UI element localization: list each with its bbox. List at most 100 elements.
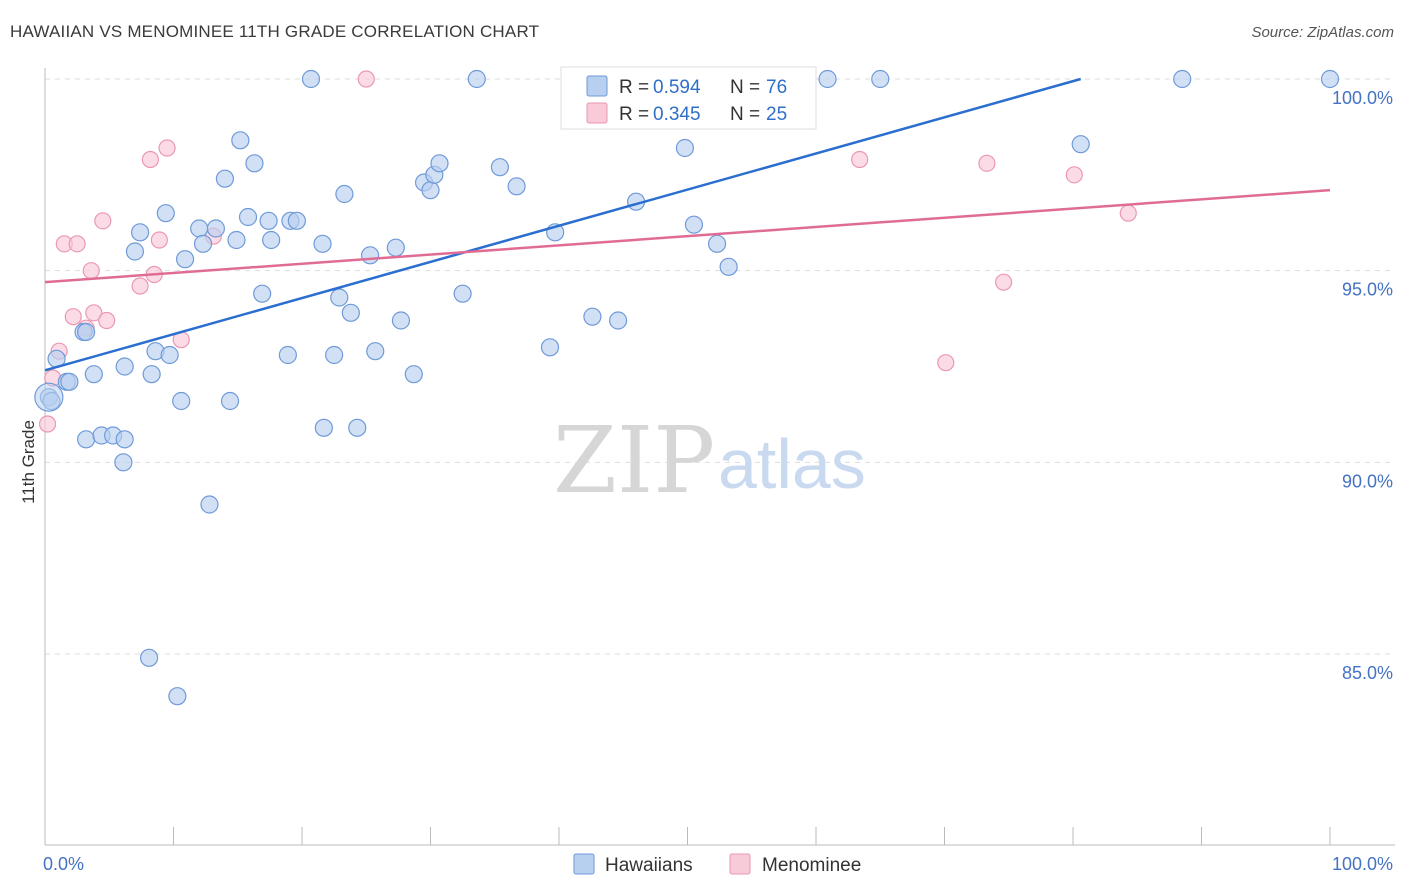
menominee-point [995,273,1013,291]
stats-r-label-hawaiians: R = [619,77,649,98]
hawaiians-point [325,345,344,365]
legend-swatch-hawaiians [573,853,595,875]
hawaiians-point [125,242,145,261]
hawaiians-point [330,288,349,307]
hawaiians-point [341,303,360,322]
hawaiians-point [391,311,411,330]
hawaiians-point [193,234,213,253]
legend-label-menominee: Menominee [762,855,861,876]
hawaiians-point [583,307,602,326]
watermark-atlas: atlas [718,425,866,503]
hawaiians-point [215,169,234,188]
hawaiians-point [386,238,405,257]
stats-n-label-hawaiians: N = [730,77,760,98]
hawaiians-point [366,342,385,361]
hawaiians-point [60,372,79,391]
legend-label-hawaiians: Hawaiians [605,855,693,876]
stats-n-value-menominee: 25 [766,104,787,125]
menominee-trend-line [44,188,1331,284]
menominee-point [1065,166,1083,184]
menominee-point [68,235,86,253]
menominee-point [131,277,149,295]
stats-r-value-menominee: 0.345 [653,104,701,125]
gridlines [45,78,1395,655]
x-tick-label-min: 0.0% [43,854,84,874]
menominee-point [38,415,57,433]
hawaiians-point [278,345,297,365]
hawaiians-point [301,69,321,89]
legend-swatch-menominee [729,853,751,875]
hawaiians-point [540,338,560,357]
hawaiians-point [139,648,159,667]
hawaiians-point [114,453,133,472]
hawaiians-point [245,154,264,173]
hawaiians-point [421,181,440,200]
menominee-point [98,311,116,330]
hawaiians-point [430,154,449,173]
y-tick-labels: 85.0% 90.0% 95.0% 100.0% [1332,88,1393,683]
hawaiians-point [156,204,175,223]
axes [44,68,1395,846]
menominee-point [94,212,112,230]
hawaiians-point [335,184,354,204]
hawaiians-point [609,311,628,330]
watermark-zip: ZIP [553,407,715,514]
hawaiians-point [1173,69,1192,89]
y-tick-label: 95.0% [1342,280,1393,300]
hawaiians-point [684,215,704,234]
stats-swatch-hawaiians [586,75,608,97]
hawaiians-point [361,246,380,265]
hawaiians-point [227,230,246,250]
hawaiians-point [231,131,250,150]
hawaiians-point [707,234,727,253]
hawaiians-point [160,345,179,365]
y-axis-title: 11th Grade [19,420,38,504]
hawaiians-point [490,158,509,177]
hawaiians-point [115,430,134,449]
menominee-point [82,262,100,280]
chart-title: HAWAIIAN VS MENOMINEE 11TH GRADE CORRELA… [10,22,540,41]
menominee-point [937,354,955,372]
hawaiians-point [220,391,240,411]
hawaiians-point [507,177,526,196]
hawaiians-point [287,211,306,230]
hawaiians-point [175,250,195,269]
hawaiians-point [1071,135,1090,154]
hawaiians-point [313,234,332,253]
hawaiians-point [172,391,191,411]
hawaiians-point [818,69,837,89]
hawaiians-point [190,219,209,238]
hawaiians-point [453,284,472,303]
hawaiians-point [314,418,333,437]
menominee-point [357,70,375,88]
menominee-point [85,304,103,322]
hawaiians-point [253,284,272,303]
stats-legend: R = 0.594 N = 76 R = 0.345 N = 25 [560,66,817,130]
hawaiians-point [206,219,226,238]
menominee-point [64,308,82,326]
hawaiians-point [871,69,890,89]
menominee-point [141,150,159,169]
hawaiians-point [404,365,423,384]
hawaiians-point [77,322,96,342]
hawaiians-point [238,207,258,227]
hawaiians-point [115,357,134,376]
stats-swatch-menominee [586,102,608,124]
stats-r-value-hawaiians: 0.594 [653,77,701,98]
watermark: ZIP atlas [553,407,866,514]
menominee-point [150,231,168,249]
hawaiians-point [675,138,695,158]
x-tick-label-max: 100.0% [1332,854,1393,874]
hawaiians-point [84,365,103,384]
hawaiians-point [168,687,187,706]
hawaiians-point [130,223,150,242]
hawaiians-point [200,495,219,514]
menominee-point [978,154,996,172]
menominee-point [851,150,869,169]
x-tick-labels: 0.0% 100.0% [43,854,1393,874]
trend-lines [44,77,1331,372]
hawaiians-trend-line [44,77,1082,372]
menominee-point [158,139,176,157]
series-legend: Hawaiians Menominee [573,853,861,876]
